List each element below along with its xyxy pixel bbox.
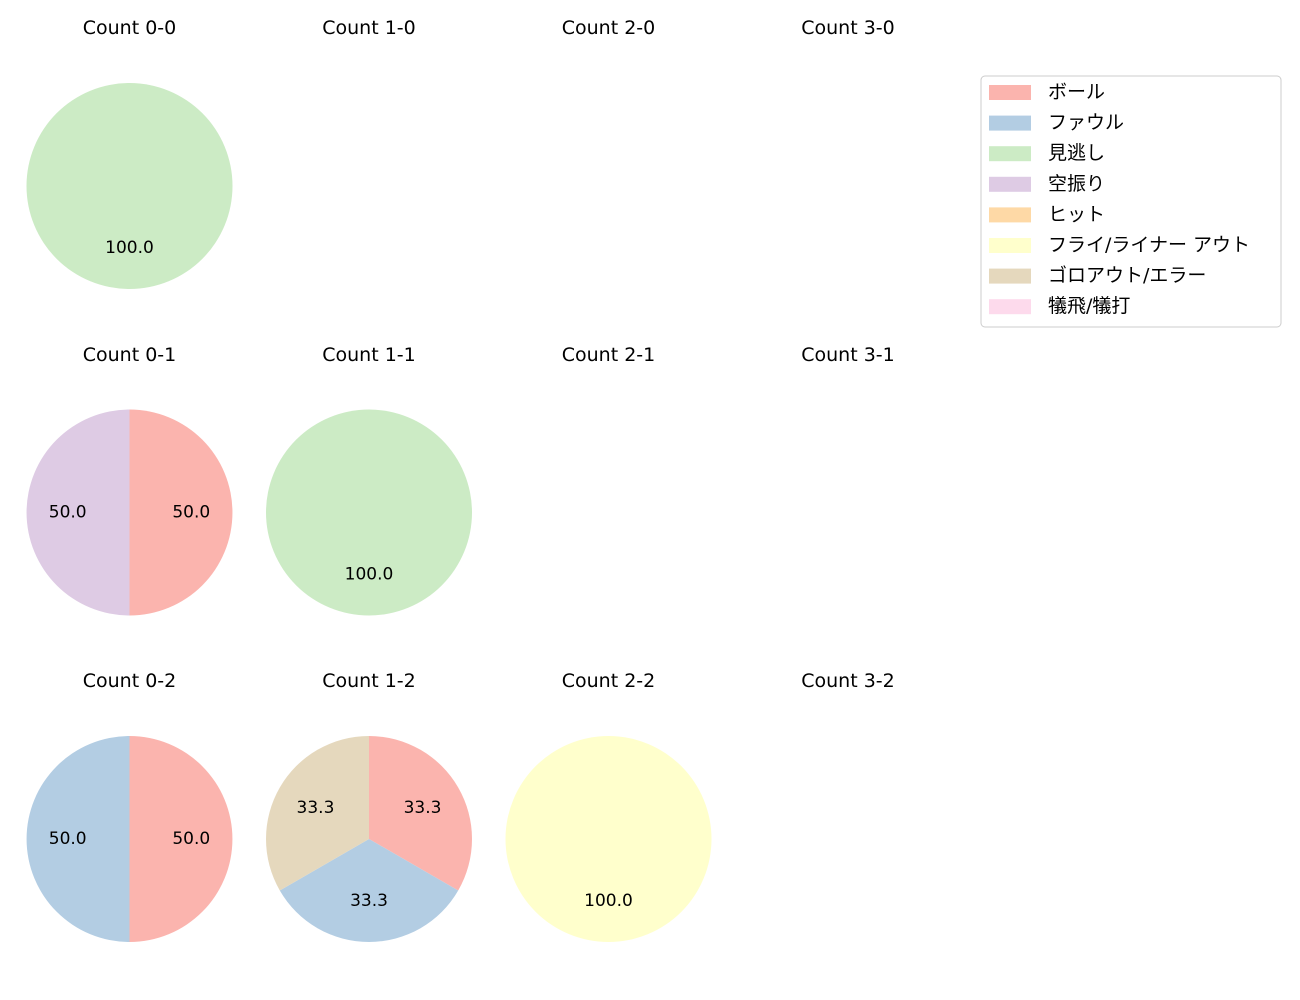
pie-slice [129,736,233,942]
legend-item: ボール [989,81,1105,103]
legend-swatch [989,268,1031,284]
pie-title: Count 2-0 [562,17,656,39]
legend-label: 犠飛/犠打 [1048,295,1130,317]
pie-slice [266,736,369,891]
pie-value-label: 50.0 [172,503,210,523]
pie-panel: Count 2-1 [562,344,656,366]
legend-label: フライ/ライナー アウト [1048,234,1250,256]
pie-slice [129,409,233,616]
legend-item: ファウル [989,112,1124,134]
legend-label: ファウル [1048,112,1124,134]
pie-panel: Count 1-0 [322,17,416,39]
pie-title: Count 0-2 [83,670,177,692]
legend-item: ヒット [989,203,1105,225]
pie-panel: Count 1-1 100.0 [266,344,472,616]
pie-value-label: 50.0 [49,829,87,849]
pie-value-label: 33.3 [350,891,388,911]
pie-value-label: 33.3 [404,798,442,818]
pie-panel: Count 3-1 [801,344,895,366]
pie-title: Count 0-0 [83,17,177,39]
legend-swatch [989,85,1031,100]
legend-label: ボール [1048,81,1105,103]
pie-value-label: 50.0 [172,829,210,849]
legend-item: 見逃し [989,142,1105,164]
pie-panel: Count 3-2 [801,670,895,692]
pie-slice [369,736,472,891]
legend-swatch [989,146,1031,162]
pie-title: Count 0-1 [83,344,177,366]
pie-slice [26,409,130,616]
pie-slice [505,736,712,942]
pie-value-label: 100.0 [584,891,633,911]
pie-value-label: 50.0 [49,503,87,523]
pie-panels: Count 0-0 100.0 Count 1-0 Count 2-0 Count 3-… [26,17,895,942]
legend-swatch [989,238,1031,253]
pie-slice [26,83,233,289]
legend-swatch [989,115,1031,131]
pie-title: Count 3-1 [801,344,895,366]
pie-title: Count 3-0 [801,17,895,39]
pie-panel: Count 2-0 [562,17,656,39]
pie-title: Count 1-0 [322,17,416,39]
pie-title: Count 1-2 [322,670,416,692]
pie-title: Count 2-2 [562,670,656,692]
pie-panel: Count 1-2 33.3 33.3 33.3 [266,670,472,942]
pie-panel: Count 2-2 100.0 [505,670,712,942]
legend-item: 空振り [989,173,1105,195]
pie-panel: Count 0-1 50.0 50.0 [26,344,233,616]
pie-panel: Count 0-2 50.0 50.0 [26,670,233,942]
legend-label: ヒット [1048,203,1105,225]
legend-swatch [989,299,1031,315]
legend-label: ゴロアウト/エラー [1048,265,1206,287]
legend-item: 犠飛/犠打 [989,295,1130,317]
pie-value-label: 100.0 [105,238,154,258]
legend-item: ゴロアウト/エラー [989,265,1206,287]
pie-panel: Count 0-0 100.0 [26,17,233,289]
legend-frame [980,75,1282,328]
legend-swatch [989,207,1031,223]
pie-value-label: 33.3 [297,798,335,818]
pie-title: Count 3-2 [801,670,895,692]
pie-slice [266,409,472,616]
legend-item: フライ/ライナー アウト [989,234,1250,256]
pie-value-label: 100.0 [345,564,394,584]
pie-title: Count 2-1 [562,344,656,366]
pie-panel: Count 3-0 [801,17,895,39]
pie-title: Count 1-1 [322,344,416,366]
pie-slice [26,736,130,942]
legend-label: 空振り [1048,173,1105,195]
legend-swatch [989,176,1031,192]
legend-label: 見逃し [1048,142,1105,164]
